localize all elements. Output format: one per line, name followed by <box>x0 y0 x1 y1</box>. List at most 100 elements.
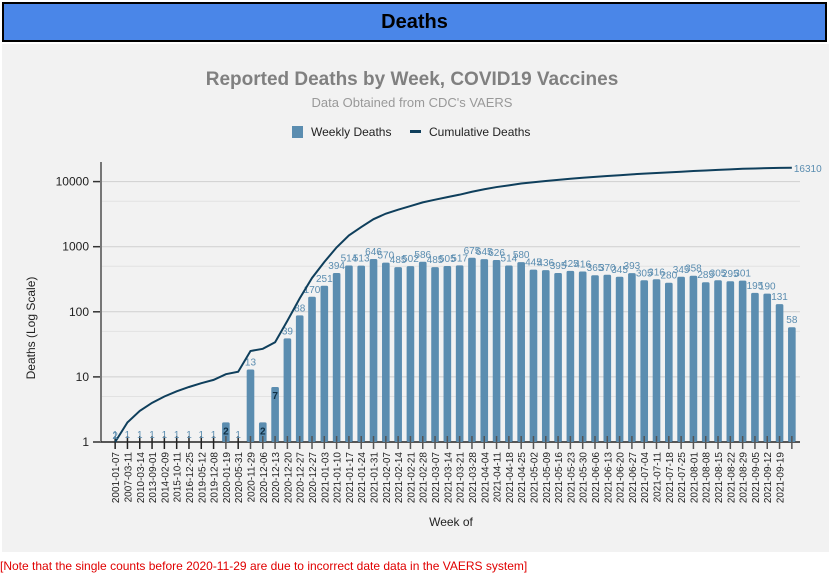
bar-value-label: 7 <box>272 391 278 402</box>
x-tick-label: 2020-05-31 <box>234 452 245 504</box>
bar-value-label: 370 <box>599 263 616 274</box>
bar <box>664 282 673 442</box>
bar <box>677 276 685 442</box>
y-tick-label: 1 <box>82 435 89 449</box>
legend-weekly-label: Weekly Deaths <box>311 125 391 139</box>
bar <box>394 267 402 442</box>
bar-value-label: 395 <box>550 261 567 272</box>
chart-title: Reported Deaths by Week, COVID19 Vaccine… <box>206 69 619 90</box>
bar-value-label: 586 <box>414 250 431 261</box>
bar <box>406 266 415 442</box>
x-tick-label: 2021-02-28 <box>419 452 430 504</box>
x-tick-label: 2021-08-08 <box>702 452 713 504</box>
x-tick-label: 2021-01-31 <box>370 452 381 504</box>
section-header: Deaths <box>2 2 827 42</box>
bar-value-label: 416 <box>574 259 591 270</box>
bar <box>222 422 230 442</box>
chart-subtitle: Data Obtained from CDC's VAERS <box>312 95 513 110</box>
y-axis-title: Deaths (Log Scale) <box>24 277 38 380</box>
cumulative-first-label: 2 <box>112 431 118 442</box>
bar-value-label: 514 <box>501 254 518 265</box>
x-tick-label: 2010-03-14 <box>136 452 147 504</box>
bar-value-label: 394 <box>328 261 345 272</box>
x-tick-label: 2021-05-30 <box>579 452 590 504</box>
x-tick-label: 2021-01-24 <box>357 452 368 504</box>
bar <box>418 261 427 442</box>
bar <box>603 274 612 442</box>
x-tick-label: 2021-05-09 <box>542 452 553 504</box>
section-title: Deaths <box>381 10 448 33</box>
y-tick-label: 100 <box>69 305 89 319</box>
bar <box>640 280 649 442</box>
bar <box>505 265 513 442</box>
bar-value-label: 2 <box>223 426 229 437</box>
bar-value-label: 305 <box>710 268 727 279</box>
bar-value-label: 316 <box>648 267 665 278</box>
x-tick-label: 2021-08-29 <box>739 452 750 504</box>
bar <box>271 386 279 442</box>
x-tick-label: 2020-12-20 <box>283 452 294 504</box>
bar-value-label: 1 <box>137 430 143 441</box>
bar <box>701 282 710 442</box>
bar-value-label: 170 <box>304 285 321 296</box>
y-tick-label: 10000 <box>56 175 90 189</box>
x-tick-label: 2021-08-22 <box>726 452 737 504</box>
x-tick-label: 2021-06-13 <box>603 452 614 504</box>
bar <box>775 304 784 442</box>
x-tick-label: 2020-11-29 <box>246 452 257 503</box>
bar <box>246 369 255 442</box>
bar <box>554 272 562 442</box>
bar-value-label: 502 <box>402 254 419 265</box>
bar-value-label: 1 <box>149 430 155 441</box>
x-tick-label: 2021-09-19 <box>776 452 787 504</box>
bar-value-label: 58 <box>786 315 798 326</box>
x-tick-label: 2013-09-01 <box>148 452 159 504</box>
bar <box>652 279 661 442</box>
x-tick-label: 2021-02-07 <box>382 452 393 504</box>
bar <box>689 275 698 442</box>
bar <box>382 262 390 442</box>
bar-value-label: 285 <box>697 270 714 281</box>
bar-value-label: 1 <box>112 430 118 441</box>
legend-weekly-swatch <box>292 126 303 138</box>
bar-value-label: 513 <box>353 254 370 265</box>
x-tick-label: 2021-04-25 <box>517 452 528 504</box>
y-tick-label: 10 <box>76 370 90 384</box>
bar-value-label: 436 <box>537 258 554 269</box>
bar-value-label: 485 <box>427 255 444 266</box>
x-tick-label: 2021-08-01 <box>689 452 700 504</box>
bar <box>591 275 599 442</box>
bar <box>468 257 476 442</box>
legend: Weekly Deaths Cumulative Deaths <box>292 125 530 139</box>
bar <box>726 281 735 442</box>
x-tick-label: 2015-10-11 <box>173 452 184 503</box>
bar-value-label: 505 <box>439 254 456 265</box>
bar <box>332 273 341 442</box>
x-tick-label: 2021-02-21 <box>406 452 417 504</box>
bar-value-label: 345 <box>673 265 690 276</box>
bar-value-label: 365 <box>587 263 604 274</box>
bar <box>443 266 452 442</box>
x-tick-label: 2021-03-07 <box>431 452 442 504</box>
x-tick-label: 2021-03-28 <box>468 452 479 504</box>
bar <box>763 293 772 442</box>
bar-value-label: 195 <box>747 281 764 292</box>
cumulative-final-label: 16310 <box>794 164 822 175</box>
bar <box>357 265 366 442</box>
bar-value-label: 251 <box>316 274 333 285</box>
bar <box>283 338 292 442</box>
x-tick-label: 2021-01-17 <box>345 452 356 504</box>
bar-value-label: 2 <box>260 426 266 437</box>
bar <box>492 259 501 442</box>
bar <box>431 267 439 442</box>
bar-value-label: 13 <box>245 357 257 368</box>
x-tick-label: 2021-07-11 <box>653 452 664 503</box>
bar-value-label: 514 <box>341 254 358 265</box>
bar-value-label: 301 <box>734 269 751 280</box>
legend-cumulative-swatch <box>410 130 421 133</box>
bar-value-label: 626 <box>488 248 505 259</box>
bar <box>295 315 304 442</box>
x-tick-label: 2020-01-19 <box>222 452 233 504</box>
x-tick-label: 2021-08-15 <box>714 452 725 504</box>
bar <box>320 285 329 442</box>
